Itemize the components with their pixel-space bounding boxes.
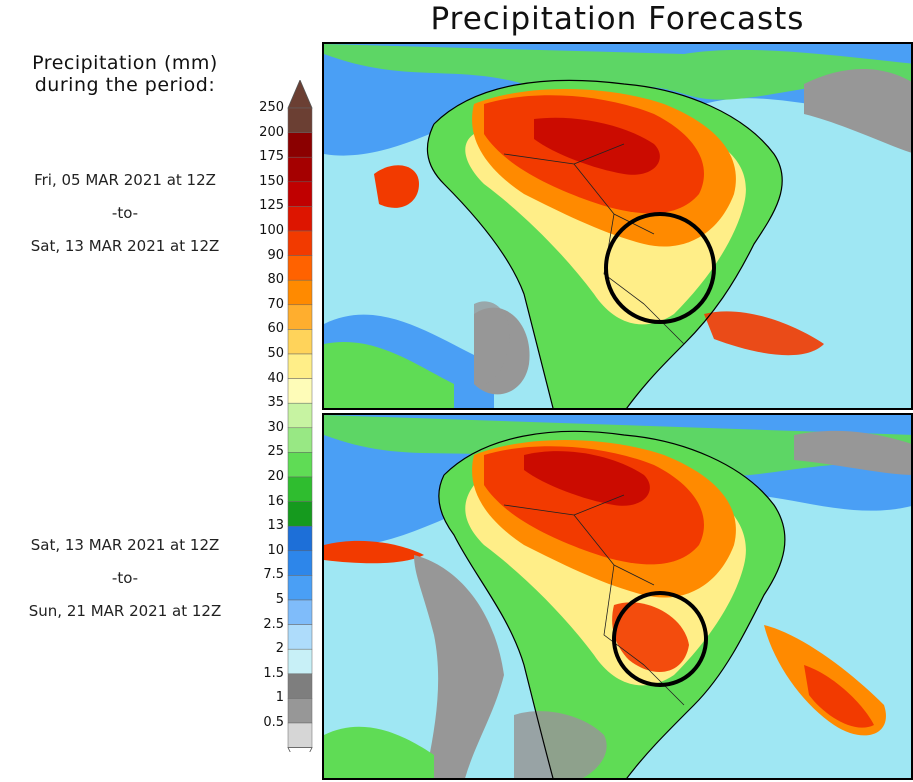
colorbar-tick-label: 30 [267,419,284,435]
map-2-pacific-red-band [324,540,424,564]
colorbar-tick-label: 175 [259,149,284,165]
colorbar-swatch [287,181,313,207]
colorbar-tick-label: 7.5 [263,567,284,583]
colorbar-tick-label: 250 [259,100,284,115]
colorbar-swatch [287,525,313,552]
map-2-graphic [324,415,911,778]
colorbar-swatch [287,476,313,502]
map-1-highlight-circle [604,212,716,324]
precipitation-colorbar [286,78,316,773]
colorbar-swatch [287,156,313,183]
colorbar-tick-label: 90 [267,247,284,263]
map-2-very-heavy-core [524,451,650,506]
colorbar-tick-label: 70 [267,296,284,312]
colorbar-swatch [287,673,313,699]
legend-heading: Precipitation (mm) during the period: [0,52,250,96]
colorbar-swatch [287,501,313,527]
period-1-start: Fri, 05 MAR 2021 at 12Z [34,171,216,189]
colorbar-swatch [287,452,313,478]
map-2-south-atlantic-red [804,665,874,728]
colorbar-tick-label: 1.5 [263,665,284,681]
colorbar-swatch [287,329,313,355]
colorbar-tick-label: 40 [267,370,284,386]
period-1-separator: -to- [111,204,139,222]
map-2-circled-heavy-cell [612,602,689,672]
period-1-label: Fri, 05 MAR 2021 at 12Z -to- Sat, 13 MAR… [0,164,250,263]
colorbar-swatch [287,378,313,404]
colorbar-swatch [287,402,313,429]
colorbar-swatch [287,304,313,330]
colorbar-tick-label: 50 [267,346,284,361]
map-1-pacific-red-cell [374,165,419,208]
legend-heading-line1: Precipitation (mm) [32,52,218,74]
period-2-separator: -to- [111,569,139,587]
page-title: Precipitation Forecasts [430,1,805,37]
map-2-southern-dry [514,711,607,778]
map-2-dry-atlantic [794,430,911,475]
colorbar-tick-label: 2.5 [263,616,284,632]
colorbar-swatch [287,353,313,379]
colorbar-tick-label: 60 [267,321,284,337]
colorbar-tick-label: 1 [275,690,284,706]
map-1-dry-atlantic [804,69,911,153]
colorbar-over-triangle [287,78,313,109]
colorbar-tick-label: 150 [259,173,284,189]
period-2-label: Sat, 13 MAR 2021 at 12Z -to- Sun, 21 MAR… [0,529,250,628]
forecast-map-period-2 [322,413,913,780]
legend-heading-line2: during the period: [34,74,216,96]
colorbar-swatch [287,550,313,576]
colorbar-swatch [287,648,313,675]
period-1-end: Sat, 13 MAR 2021 at 12Z [30,237,220,255]
map-1-south-pacific-green [324,342,454,408]
map-1-very-heavy-core [534,117,660,175]
map-1-graphic [324,44,911,408]
colorbar-tick-label: 125 [259,198,284,214]
forecast-map-period-1 [322,42,913,410]
colorbar-tick-label: 16 [267,493,284,509]
colorbar-swatch [287,427,313,453]
colorbar-tick-label: 35 [267,395,284,411]
period-2-end: Sun, 21 MAR 2021 at 12Z [28,602,222,620]
colorbar-tick-label: 5 [275,592,284,607]
map-1-andes-dry [474,301,510,385]
map-2-highlight-circle [612,591,708,687]
period-2-start: Sat, 13 MAR 2021 at 12Z [30,536,220,554]
colorbar-tick-label: 10 [267,542,284,558]
map-1-borders [503,143,685,345]
map-2-dry-pacific [414,555,504,778]
colorbar-graphic [287,78,313,773]
colorbar-swatch [287,599,313,625]
map-1-south-atlantic-band [704,311,824,356]
colorbar-tick-label: 25 [267,444,284,460]
colorbar-swatch [287,206,313,232]
colorbar-swatch [287,230,313,256]
colorbar-swatch [287,698,313,724]
colorbar-swatch [287,624,313,650]
colorbar-swatch [287,132,313,158]
colorbar-swatch [287,722,313,748]
colorbar-tick-label: 2 [275,641,284,657]
map-2-coastline [438,430,786,778]
colorbar-tick-label: 200 [259,124,284,140]
colorbar-tick-label: 0.5 [263,715,284,730]
map-1-itcz-band [324,44,911,100]
map-2-south-pacific-green [324,726,434,778]
colorbar-under-triangle [287,747,313,773]
map-2-borders [503,494,685,706]
colorbar-swatch [287,255,313,281]
colorbar-tick-label: 100 [259,223,284,238]
colorbar-tick-label: 13 [267,518,284,534]
colorbar-swatch [287,575,313,601]
colorbar-swatch [287,279,313,306]
colorbar-swatch [287,107,313,133]
colorbar-tick-label: 80 [267,272,284,288]
colorbar-tick-label: 20 [267,469,284,484]
